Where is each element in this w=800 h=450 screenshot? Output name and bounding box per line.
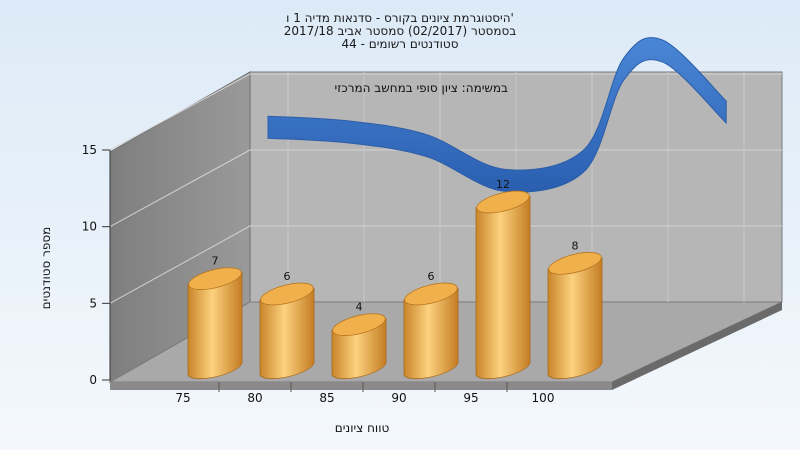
floor-edge-front: [110, 382, 612, 390]
y-tick-label: 15: [82, 143, 97, 157]
y-axis-ticks: 0 5 10 15: [82, 143, 111, 387]
bar-top: [260, 282, 314, 306]
y-axis-label: מספר סטודנטים: [39, 227, 53, 310]
bar-body: [475, 195, 531, 380]
y-tick-label: 10: [82, 220, 97, 234]
data-label: 7: [212, 255, 219, 268]
bar: [403, 282, 459, 380]
data-label: 12: [496, 178, 510, 191]
bars: [187, 190, 603, 380]
grid-line-side: [109, 149, 251, 228]
bar: [547, 252, 603, 380]
x-tick-label: 75: [175, 391, 190, 405]
x-axis-separators: [218, 382, 508, 392]
chart-title-line-2: בסמסטר (02/2017) סמסטר אביב 2017/18: [284, 24, 516, 38]
bar-top: [188, 267, 242, 290]
data-labels: 7 6 4 6 12 8: [212, 178, 579, 314]
bar: [331, 313, 387, 380]
data-label: 6: [428, 270, 435, 283]
x-tick-label: 80: [247, 391, 262, 405]
bar-top: [404, 282, 458, 306]
chart-annotation: במשימה: ציון סופי במחשב המרכזי: [335, 81, 509, 95]
y-tick-label: 0: [89, 373, 97, 387]
data-label: 4: [356, 301, 363, 314]
data-label: 6: [284, 270, 291, 283]
bar-body: [259, 287, 315, 380]
chart-title-line-1: היסטוגרמת ציונים בקורס - סדנאות מדיה 1 ו…: [286, 11, 514, 25]
x-tick-label: 100: [532, 391, 555, 405]
y-tick-label: 5: [89, 296, 97, 310]
bar-body: [547, 257, 603, 380]
bar-top: [476, 190, 530, 214]
bar-body: [187, 272, 243, 380]
bar: [259, 282, 315, 380]
chart-title-line-3: סטודנטים רשומים - 44: [341, 37, 458, 51]
x-tick-label: 85: [319, 391, 334, 405]
bar-top: [548, 252, 602, 275]
x-axis-label: טווח ציונים: [335, 421, 390, 435]
trend-ribbon: [267, 36, 727, 193]
bar: [187, 267, 243, 380]
bar-top: [332, 313, 386, 336]
x-axis-ticks: 75 80 85 90 95 100: [175, 391, 554, 405]
bar-body: [403, 287, 459, 380]
trend-ribbon-path: [267, 36, 727, 193]
floor-edge-right: [612, 302, 782, 390]
bar: [475, 190, 531, 380]
grid-line-side: [109, 73, 251, 151]
x-tick-label: 95: [463, 391, 478, 405]
data-label: 8: [572, 239, 579, 252]
grid-line-side: [109, 225, 251, 304]
x-tick-label: 90: [391, 391, 406, 405]
